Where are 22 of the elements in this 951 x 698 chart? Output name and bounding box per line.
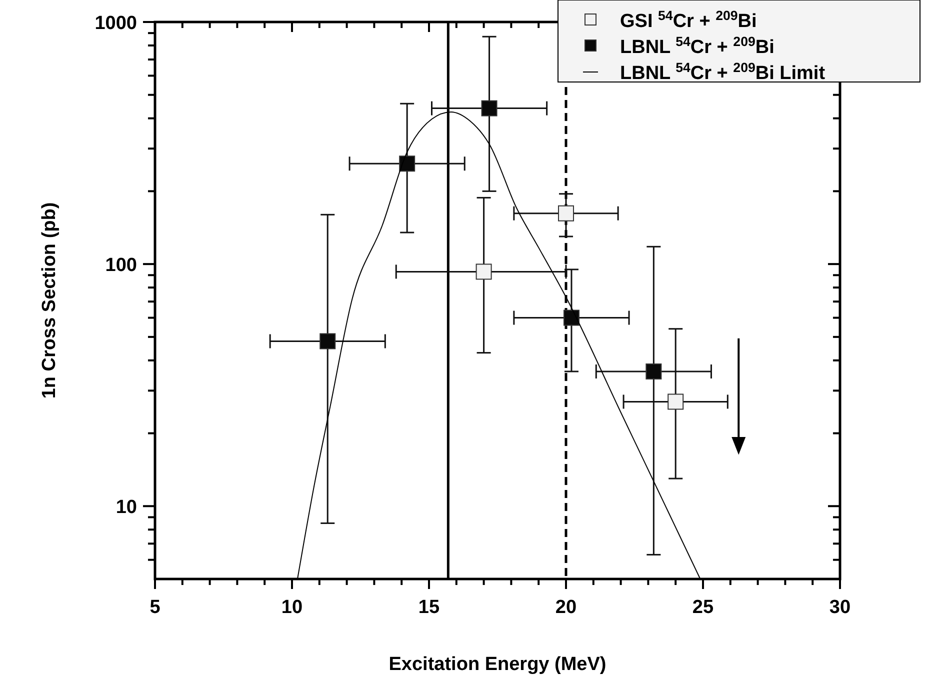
y-tick-label: 1000 <box>94 13 137 34</box>
x-tick-label: 10 <box>281 597 303 618</box>
y-axis-title: 1n Cross Section (pb) <box>39 202 60 399</box>
point <box>476 264 492 280</box>
legend-label: LBNL $^{54}$Cr + $^{209}$Bi <box>620 34 774 58</box>
x-tick-label: 20 <box>555 597 577 618</box>
point <box>320 333 336 350</box>
point <box>646 363 662 380</box>
legend-label: GSI $^{54}$Cr + $^{209}$Bi <box>620 8 757 32</box>
x-tick-label: 25 <box>692 597 714 618</box>
y-tick-label: 100 <box>105 255 137 276</box>
y-tick-label: 10 <box>116 497 137 518</box>
legend-label: LBNL $^{54}$Cr + $^{209}$Bi Limit <box>620 60 826 84</box>
x-tick-label: 15 <box>418 597 440 618</box>
point <box>399 156 416 172</box>
x-tick-label: 5 <box>150 597 161 618</box>
x-axis-title: Excitation Energy (MeV) <box>388 654 606 675</box>
point <box>558 205 574 222</box>
point <box>563 310 580 326</box>
point <box>668 394 684 410</box>
point <box>481 100 498 116</box>
x-tick-label: 30 <box>829 597 851 618</box>
